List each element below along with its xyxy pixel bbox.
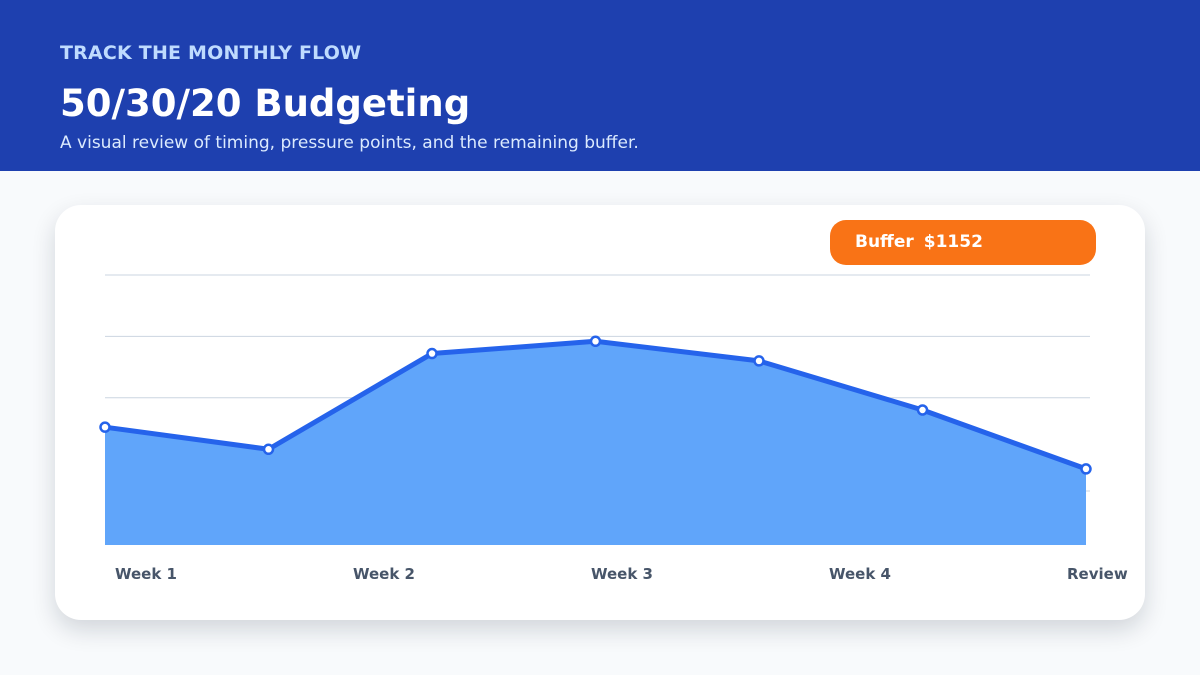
x-axis-label: Week 3 [591, 565, 653, 583]
page-subtitle: A visual review of timing, pressure poin… [60, 133, 639, 153]
x-axis-label: Week 1 [115, 565, 177, 583]
data-point [426, 347, 438, 360]
buffer-badge: Buffer $1152 [830, 220, 1096, 265]
page-title: 50/30/20 Budgeting [60, 82, 471, 125]
data-point [916, 404, 929, 416]
data-point [753, 355, 765, 367]
header-banner: TRACK THE MONTHLY FLOW 50/30/20 Budgetin… [0, 0, 1200, 171]
buffer-badge-value: $1152 [923, 232, 983, 252]
x-axis-label: Week 2 [353, 565, 415, 583]
data-point [262, 443, 275, 456]
data-points [99, 335, 1092, 475]
eyebrow-text: TRACK THE MONTHLY FLOW [60, 42, 362, 64]
data-point [1080, 463, 1092, 475]
x-axis-label: Week 4 [829, 565, 891, 583]
buffer-badge-label: Buffer [855, 232, 914, 252]
area-fill [105, 341, 1086, 545]
data-point [99, 421, 111, 433]
x-axis-label: Review [1067, 565, 1128, 583]
data-point [589, 335, 602, 348]
x-axis-labels: Week 1 Week 2 Week 3 Week 4 Review [115, 565, 1128, 583]
